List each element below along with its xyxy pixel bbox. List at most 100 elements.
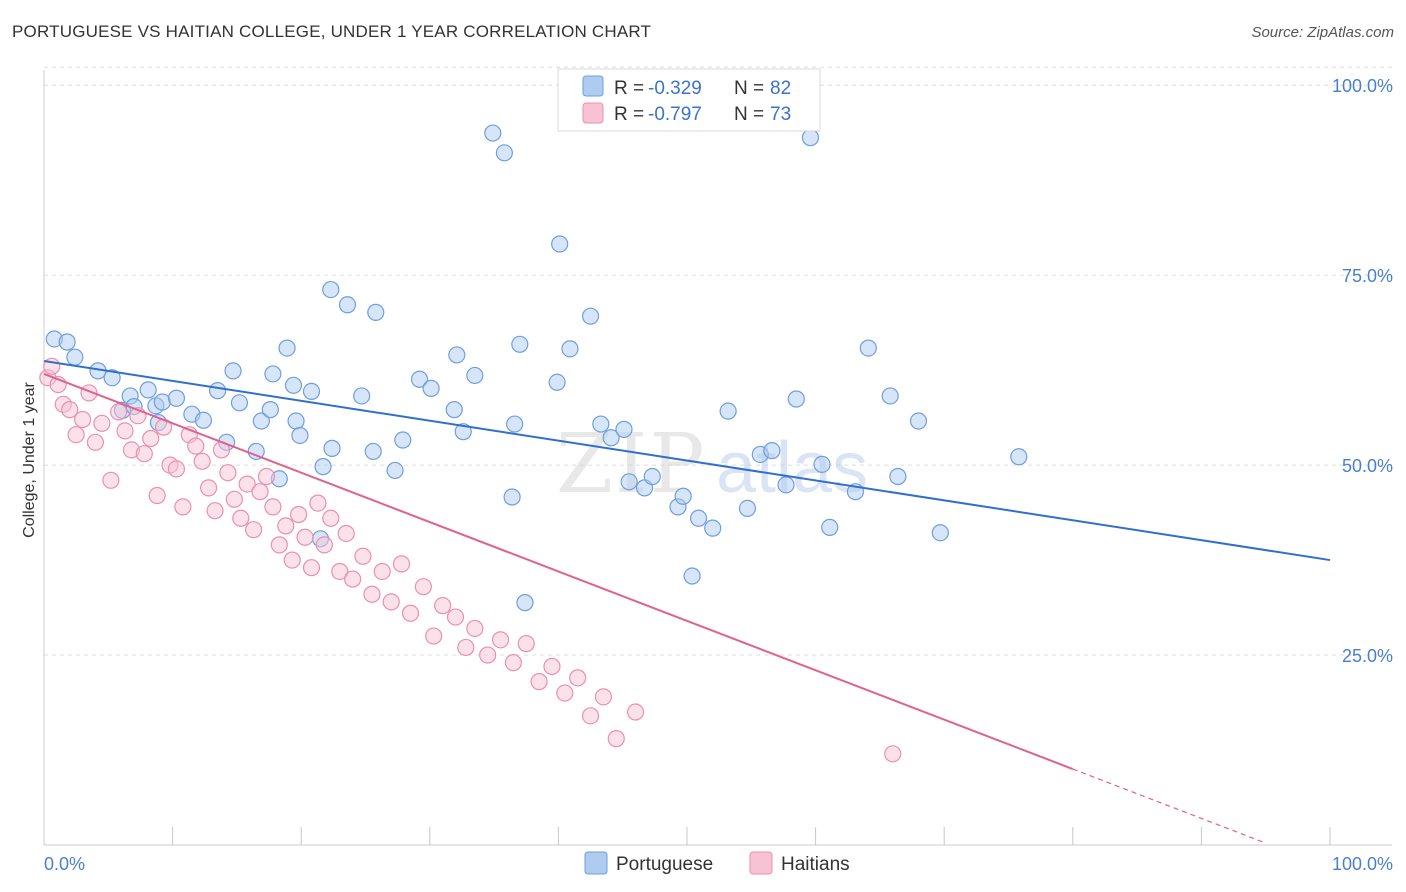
y-tick-label-100: 100.0% — [1332, 76, 1393, 96]
portuguese-point-22 — [264, 365, 282, 383]
portuguese-point-54 — [581, 307, 600, 325]
legend-n-value-1: 82 — [770, 78, 791, 99]
legend-r-value-2: -0.797 — [648, 104, 702, 125]
portuguese-point-20 — [252, 412, 270, 430]
portuguese-point-51 — [548, 373, 566, 391]
portuguese-point-57 — [620, 473, 638, 491]
haitians-point-16 — [142, 429, 160, 448]
haitians-point-10 — [102, 471, 120, 489]
haitians-point-5 — [67, 426, 85, 444]
portuguese-point-81 — [1010, 448, 1028, 466]
bottom-legend: Portuguese Haitians — [584, 851, 850, 875]
haitians-point-59 — [466, 619, 484, 638]
haitians-point-41 — [302, 559, 321, 577]
legend-n-label-2: N = — [734, 104, 764, 125]
portuguese-point-80 — [931, 524, 949, 542]
portuguese-point-50 — [516, 594, 534, 612]
haitians-point-47 — [344, 570, 362, 588]
portuguese-point-46 — [495, 144, 513, 162]
portuguese-point-79 — [909, 412, 928, 430]
haitians-point-61 — [491, 631, 510, 649]
portuguese-point-48 — [503, 488, 521, 506]
haitians-point-11 — [109, 403, 128, 421]
haitians-point-58 — [457, 638, 475, 657]
haitians-point-15 — [135, 445, 153, 463]
haitians-point-67 — [569, 669, 587, 687]
portuguese-point-38 — [394, 431, 412, 449]
portuguese-point-18 — [230, 394, 249, 412]
legend-swatch-portuguese — [582, 75, 604, 97]
portuguese-point-73 — [813, 455, 831, 473]
x-ticks — [172, 827, 1331, 845]
haitians-point-70 — [607, 730, 625, 748]
portuguese-point-52 — [551, 235, 569, 253]
portuguese-point-70 — [777, 476, 795, 494]
portuguese-point-25 — [284, 376, 303, 394]
haitians-point-56 — [434, 597, 452, 615]
haitians-point-46 — [337, 524, 355, 543]
portuguese-point-69 — [763, 442, 781, 460]
portuguese-point-36 — [364, 442, 382, 461]
portuguese-point-14 — [209, 382, 227, 400]
haitians-point-63 — [517, 635, 535, 653]
haitians-point-32 — [245, 521, 263, 539]
haitians-point-35 — [264, 498, 282, 516]
portuguese-point-64 — [689, 509, 708, 527]
chart-title: PORTUGUESE VS HAITIAN COLLEGE, UNDER 1 Y… — [12, 22, 652, 41]
haitians-point-34 — [257, 467, 276, 486]
portuguese-point-74 — [821, 518, 839, 537]
haitians-point-12 — [116, 422, 134, 440]
grid-lines — [44, 66, 1392, 656]
haitians-point-6 — [73, 410, 92, 429]
portuguese-point-26 — [287, 412, 305, 430]
haitians-point-45 — [331, 562, 349, 581]
trend-line-haitians-extension — [1072, 768, 1266, 844]
haitians-point-64 — [530, 673, 548, 691]
legend-r-value-1: -0.329 — [648, 78, 702, 99]
portuguese-point-66 — [719, 402, 737, 420]
haitians-point-17 — [148, 486, 166, 505]
portuguese-point-45 — [484, 124, 502, 142]
portuguese-point-31 — [302, 382, 321, 400]
portuguese-point-72 — [801, 129, 820, 147]
y-tick-label-50: 50.0% — [1342, 456, 1393, 476]
portuguese-point-8 — [139, 381, 157, 399]
portuguese-point-32 — [322, 280, 340, 299]
portuguese-point-21 — [261, 401, 279, 419]
haitians-point-20 — [167, 460, 186, 478]
haitians-point-69 — [594, 688, 613, 706]
haitians-point-39 — [290, 505, 308, 524]
portuguese-point-49 — [511, 335, 529, 353]
portuguese-point-76 — [859, 339, 877, 357]
legend-r-label-2: R = — [614, 104, 644, 125]
haitians-point-66 — [556, 684, 574, 702]
haitians-point-33 — [251, 483, 269, 501]
portuguese-point-44 — [466, 366, 484, 385]
haitians-point-44 — [322, 509, 340, 527]
haitians-point-36 — [270, 536, 288, 554]
portuguese-point-27 — [291, 426, 309, 445]
portuguese-point-43 — [454, 423, 472, 441]
legend-box: R = -0.329 N = 82 R = -0.797 N = 73 — [557, 68, 821, 132]
haitians-point-9 — [93, 414, 111, 432]
portuguese-point-62 — [674, 487, 692, 505]
portuguese-point-78 — [889, 467, 907, 486]
portuguese-point-29 — [323, 439, 341, 457]
haitians-point-54 — [414, 578, 432, 596]
portuguese-point-71 — [787, 390, 805, 408]
trend-line-portuguese — [43, 360, 1331, 562]
bottom-legend-label-portuguese: Portuguese — [616, 854, 713, 875]
portuguese-point-12 — [167, 389, 186, 407]
series-portuguese-points — [45, 124, 1028, 612]
haitians-point-53 — [401, 604, 420, 622]
trend-line-haitians — [43, 372, 1074, 770]
haitians-point-31 — [238, 475, 256, 493]
haitians-point-72 — [884, 745, 902, 763]
haitians-point-71 — [626, 703, 645, 721]
y-tick-label-25: 25.0% — [1342, 646, 1393, 666]
portuguese-point-77 — [881, 387, 899, 405]
haitians-point-21 — [174, 498, 192, 516]
portuguese-point-63 — [683, 567, 701, 585]
haitians-point-24 — [193, 452, 211, 470]
haitians-point-30 — [232, 509, 250, 527]
